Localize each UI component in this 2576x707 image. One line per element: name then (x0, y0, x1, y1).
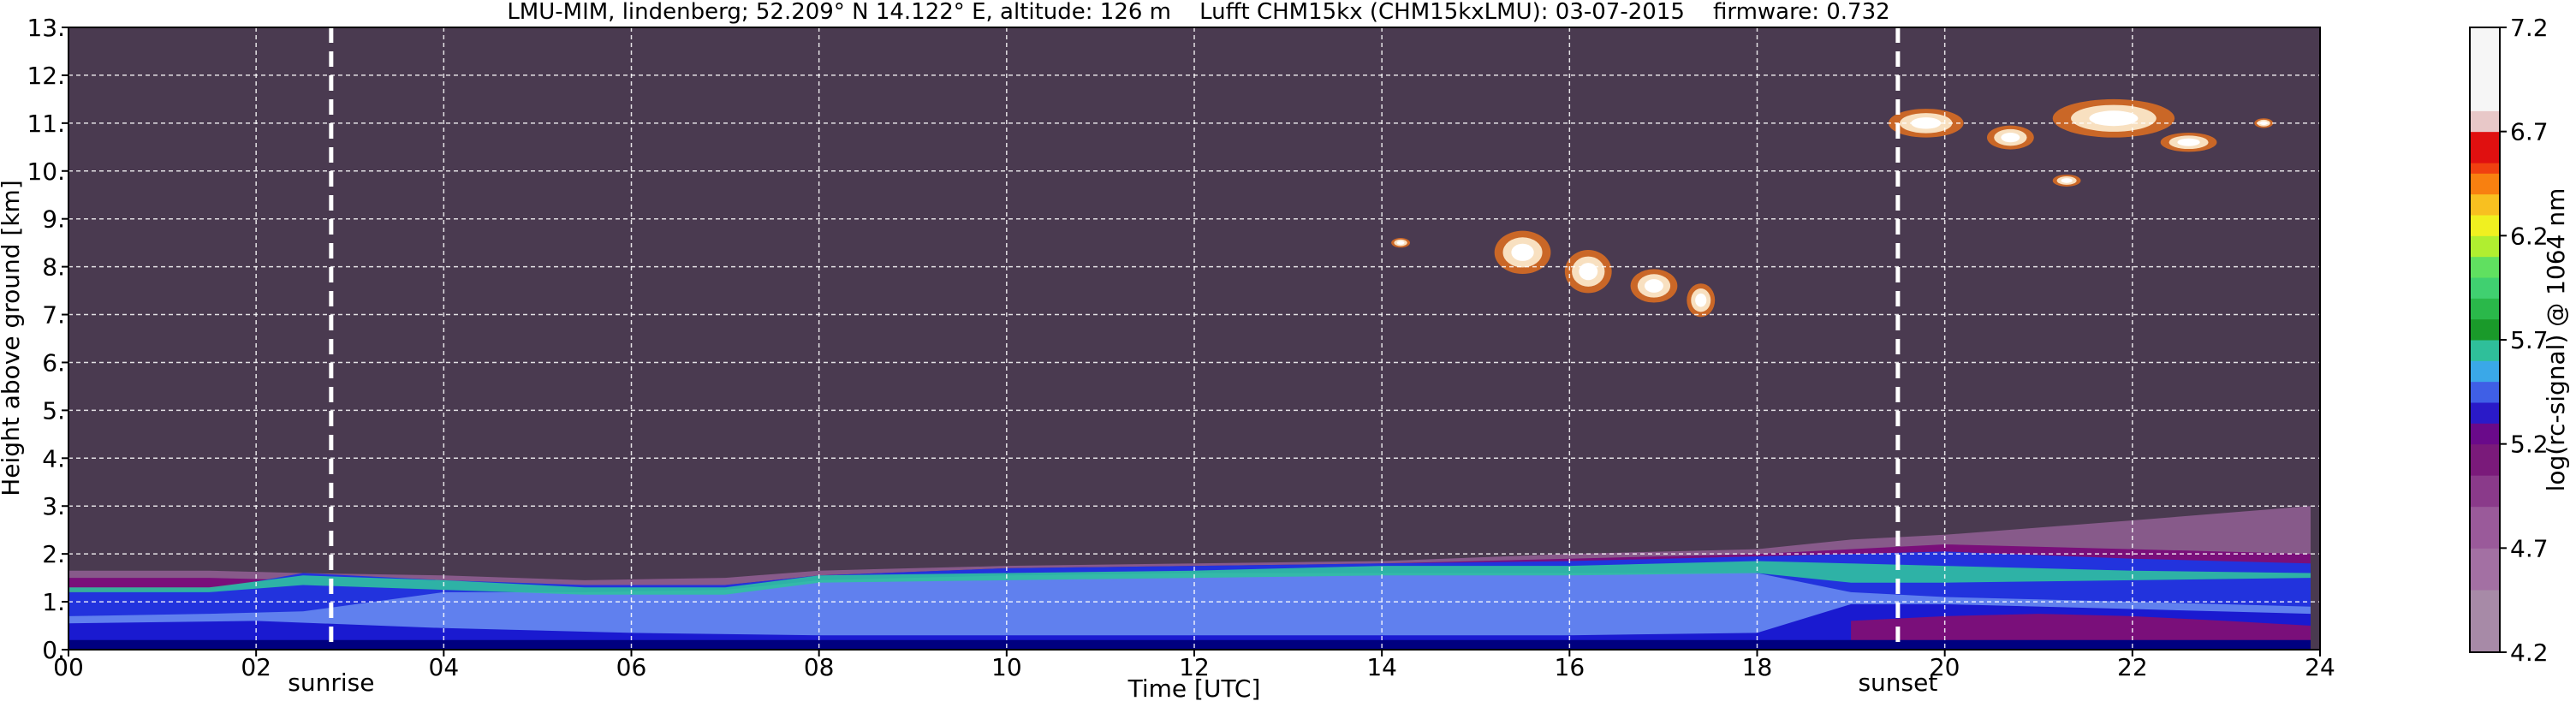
x-tick-label: 14 (1366, 653, 1397, 681)
cloud-10 (2254, 118, 2274, 128)
colorbar-bin (2470, 256, 2500, 278)
colorbar-bin (2470, 173, 2500, 195)
y-axis-ticks: 0. 1. 2. 3. 4. 5. 6. 7. 8. 9. 10. 11. 12. 13. (27, 14, 68, 664)
colorbar-label: log(rc-signal) @ 1064 nm (2542, 188, 2570, 492)
colorbar-tick-label: 4.7 (2510, 534, 2549, 562)
colorbar-tick-label: 5.7 (2510, 326, 2549, 354)
cloud-center (2177, 138, 2200, 146)
x-tick-label: 16 (1555, 653, 1585, 681)
x-tick-label: 04 (429, 653, 460, 681)
y-tick-label: 7. (42, 301, 65, 330)
colorbar: 4.2 4.7 5.2 5.7 6.2 6.7 7.2 log(rc-signal) @ 1… (2469, 14, 2570, 667)
plot-area: sunrise sunset (68, 27, 2321, 697)
colorbar-bin (2470, 443, 2500, 476)
cloud-center (2001, 133, 2020, 143)
y-tick-label: 9. (42, 205, 65, 234)
colorbar-tick-label: 6.2 (2510, 222, 2549, 250)
colorbar-tick-label: 4.2 (2510, 639, 2549, 667)
cloud-center (1511, 243, 1534, 261)
colorbar-tick-label: 5.2 (2510, 431, 2549, 459)
cloud-center (1695, 293, 1707, 307)
cloud-3 (1687, 283, 1716, 318)
x-tick-label: 06 (616, 653, 647, 681)
y-tick-label: 6. (42, 348, 65, 377)
cloud-4 (1391, 238, 1411, 248)
backscatter-layer-6 (1851, 614, 2311, 645)
colorbar-bin (2470, 506, 2500, 549)
sunset-label: sunset (1858, 668, 1937, 697)
y-tick-label: 1. (42, 588, 65, 616)
colorbar-bin (2470, 277, 2500, 299)
colorbar-bins (2470, 27, 2500, 653)
colorbar-bin (2470, 215, 2500, 236)
backscatter-layer-5 (68, 603, 2311, 650)
y-tick-label: 5. (42, 396, 65, 425)
colorbar-bin (2470, 475, 2500, 508)
colorbar-bin (2470, 340, 2500, 361)
y-tick-label: 8. (42, 253, 65, 282)
chart-title: LMU-MIM, lindenberg; 52.209° N 14.122° E… (507, 0, 1889, 25)
cloud-center (1579, 263, 1598, 281)
x-tick-label: 24 (2305, 653, 2335, 681)
colorbar-bin (2470, 131, 2500, 163)
grid-lines (68, 27, 2320, 650)
x-tick-label: 08 (804, 653, 835, 681)
cloud-center (2259, 121, 2268, 126)
backscatter-layer-7 (68, 639, 2311, 650)
cloud-center (2061, 178, 2073, 183)
cloud-center (2089, 110, 2139, 127)
x-axis-ticks: 00 02 04 06 08 10 12 14 16 18 20 22 24 (53, 650, 2335, 681)
colorbar-bin (2470, 163, 2500, 174)
sunrise-label: sunrise (288, 668, 374, 697)
colorbar-bin (2470, 381, 2500, 403)
colorbar-bin (2470, 193, 2500, 216)
cloud-1 (1564, 250, 1612, 294)
colorbar-bin (2470, 235, 2500, 258)
backscatter-layers (68, 506, 2311, 650)
colorbar-bin (2470, 423, 2500, 445)
colorbar-ticks: 4.2 4.7 5.2 5.7 6.2 6.7 7.2 (2500, 14, 2549, 667)
colorbar-tick-label: 7.2 (2510, 14, 2549, 42)
cloud-8 (2160, 133, 2217, 152)
colorbar-bin (2470, 318, 2500, 341)
x-tick-label: 22 (2117, 653, 2148, 681)
x-tick-label: 18 (1742, 653, 1773, 681)
colorbar-bin (2470, 27, 2500, 111)
cloud-center (1396, 241, 1405, 245)
colorbar-bin (2470, 298, 2500, 320)
x-axis-label: Time [UTC] (1127, 674, 1261, 703)
x-tick-label: 10 (991, 653, 1022, 681)
x-tick-label: 02 (241, 653, 271, 681)
y-tick-label: 11. (27, 110, 65, 138)
y-tick-label: 10. (27, 157, 65, 186)
sunrise-sunset-lines: sunrise sunset (288, 27, 1937, 697)
colorbar-bin (2470, 548, 2500, 591)
backscatter-layer-4 (68, 561, 2311, 595)
cloud-2 (1630, 269, 1678, 303)
cloud-9 (2052, 174, 2081, 187)
colorbar-tick-label: 6.7 (2510, 118, 2549, 146)
cloud-0 (1494, 230, 1551, 275)
y-tick-label: 3. (42, 492, 65, 520)
y-tick-label: 0. (42, 636, 65, 664)
y-tick-label: 12. (27, 62, 65, 90)
cloud-6 (1986, 125, 2034, 150)
y-tick-label: 13. (27, 14, 65, 42)
x-tick-label: 00 (53, 653, 84, 681)
y-axis-label: Height above ground [km] (0, 180, 25, 496)
y-tick-label: 4. (42, 444, 65, 472)
cloud-7 (2052, 98, 2175, 138)
colorbar-bin (2470, 590, 2500, 653)
x-tick-label: 20 (1930, 653, 1960, 681)
colorbar-bin (2470, 110, 2500, 133)
colorbar-bin (2470, 402, 2500, 424)
y-tick-label: 2. (42, 540, 65, 568)
colorbar-bin (2470, 360, 2500, 383)
x-tick-label: 12 (1179, 653, 1210, 681)
cloud-center (1645, 279, 1663, 293)
